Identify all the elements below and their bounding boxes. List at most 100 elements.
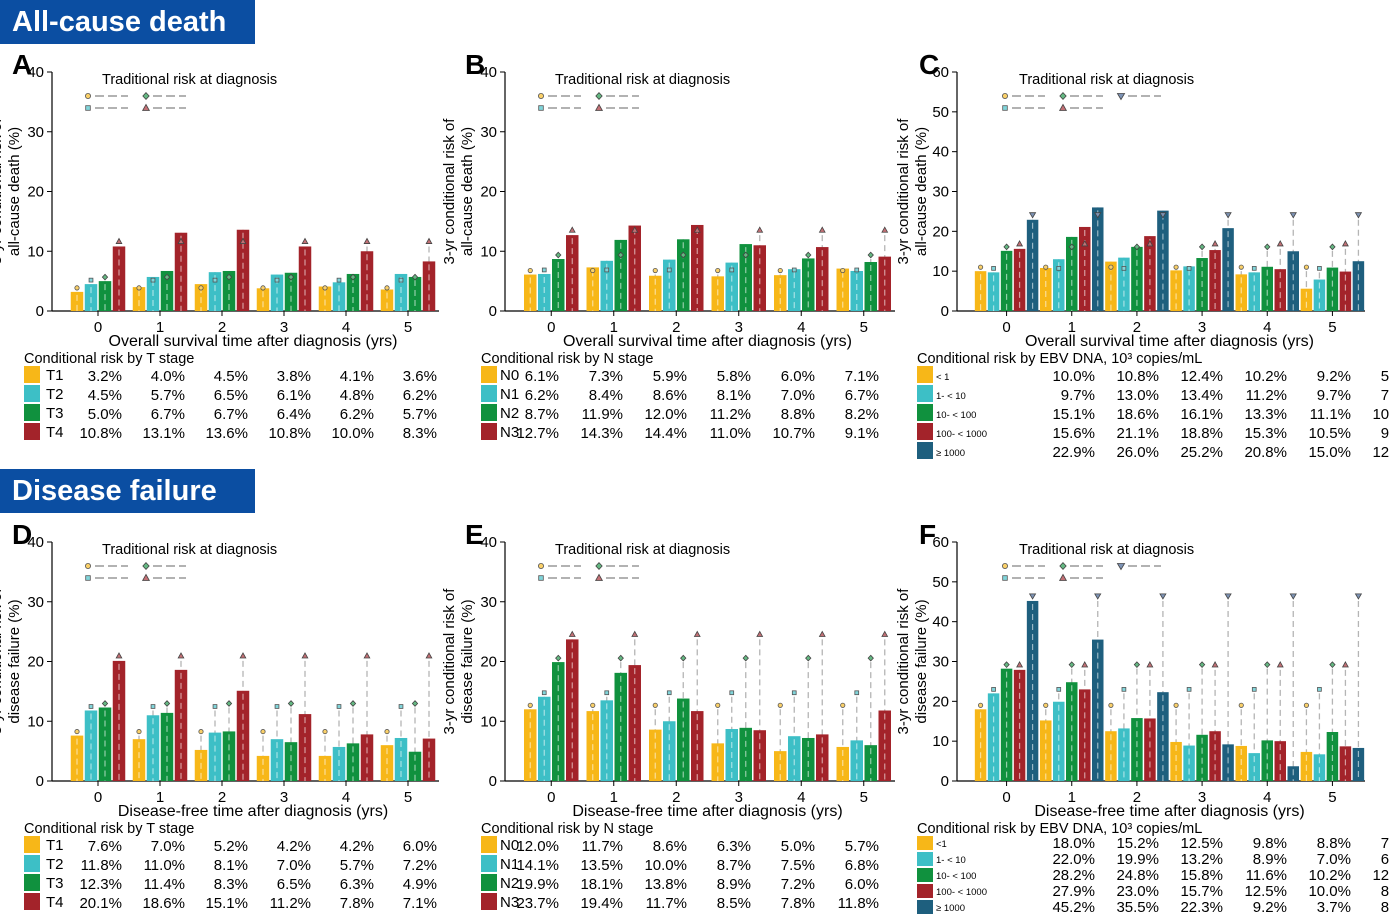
baseline-marker-N3 — [881, 630, 889, 637]
legend-marker-2 — [85, 105, 91, 111]
bar-T1-0 — [70, 291, 84, 311]
y-tick-label: 10 — [27, 243, 44, 260]
baseline-marker-< 1 — [978, 264, 984, 270]
bar-T4-4 — [360, 251, 374, 311]
y-axis-label: 3-yr conditional risk of — [895, 588, 912, 735]
table-cell: 6.3% — [340, 876, 374, 893]
legend-marker-1 — [84, 562, 92, 570]
bar-N1-4 — [788, 269, 801, 311]
table-swatch-3 — [917, 404, 933, 421]
baseline-marker-N2 — [867, 251, 874, 259]
baseline-marker-N2 — [617, 654, 624, 662]
table-cell: 10.7% — [772, 425, 815, 442]
baseline-marker-T1 — [198, 729, 204, 735]
legend-title: Traditional risk at diagnosis — [102, 542, 277, 558]
table-cell: 15.1% — [205, 895, 248, 912]
table-cell: 11.0% — [144, 857, 185, 874]
baseline-marker-1- < 10 — [1056, 266, 1062, 271]
legend-marker-1 — [537, 562, 545, 570]
table-cell: 9.1% — [845, 425, 879, 442]
y-tick-label: 40 — [480, 64, 497, 81]
bar-T1-3 — [256, 755, 270, 781]
panel-letter-C: C — [919, 49, 939, 80]
baseline-marker-T3 — [163, 273, 171, 281]
x-tick-label: 1 — [1068, 789, 1076, 806]
table-cell: 12.5% — [1180, 835, 1223, 852]
table-cell: 6.7% — [151, 406, 185, 423]
baseline-marker-10- < 100 — [1329, 243, 1336, 251]
table-cell: 10.0% — [644, 857, 687, 874]
baseline-marker-100- < 1000 — [1081, 240, 1089, 247]
table-cell: 13.2% — [1180, 851, 1223, 868]
table-cell: 7.9% — [1381, 387, 1389, 404]
bar-N0-1 — [586, 267, 599, 311]
baseline-marker-100- < 1000 — [1016, 661, 1024, 668]
legend-marker-1 — [1001, 92, 1009, 100]
table-cell: 5.0% — [88, 406, 122, 423]
table-cell: 6.7% — [1381, 851, 1389, 868]
table-cell: 35.5% — [1116, 899, 1159, 916]
bar-10- < 100-2 — [1131, 246, 1143, 311]
table-cell: 12.5% — [1244, 883, 1287, 900]
table-row-label: N0 — [500, 837, 519, 854]
y-axis-label: 3-yr conditional risk of — [0, 118, 5, 265]
x-tick-label: 5 — [860, 319, 868, 336]
x-tick-label: 0 — [547, 319, 555, 336]
legend-marker-3 — [595, 92, 603, 100]
bar-T1-0 — [70, 735, 84, 781]
table-swatch-1 — [917, 836, 933, 850]
table-row-label: T2 — [46, 386, 64, 403]
table-cell: 25.2% — [1180, 444, 1223, 461]
table-cell: 15.7% — [1180, 883, 1223, 900]
table-cell: 8.3% — [1381, 899, 1389, 916]
baseline-marker-10- < 100 — [1264, 661, 1271, 669]
y-tick-label: 30 — [480, 124, 497, 141]
bar-N3-3 — [753, 245, 766, 311]
bar-N3-1 — [628, 225, 641, 311]
table-swatch-4 — [481, 893, 497, 910]
baseline-marker-< 1 — [1303, 264, 1309, 270]
legend-marker-4 — [594, 103, 604, 111]
y-axis-label: disease failure (%) — [913, 599, 930, 723]
table-swatch-2 — [917, 385, 933, 402]
y-tick-label: 40 — [932, 144, 949, 161]
legend-marker-2 — [85, 575, 91, 581]
baseline-marker-N2 — [617, 251, 624, 259]
x-tick-label: 3 — [280, 319, 288, 336]
bar-10- < 100-2 — [1131, 718, 1143, 781]
table-cell: 13.3% — [1244, 406, 1287, 423]
baseline-marker-N2 — [867, 654, 874, 662]
bar-≥ 1000-1 — [1092, 207, 1104, 311]
legend-marker-3 — [142, 92, 150, 100]
y-tick-label: 50 — [932, 104, 949, 121]
bar-1- < 10-4 — [1248, 272, 1260, 311]
table-cell: 7.1% — [845, 368, 879, 385]
table-cell: 9.8% — [1253, 835, 1287, 852]
table-swatch-2 — [917, 852, 933, 866]
table-swatch-3 — [481, 404, 497, 421]
table-cell: 15.8% — [1180, 867, 1223, 884]
baseline-marker-N2 — [742, 251, 749, 259]
legend-marker-5 — [1116, 93, 1126, 101]
baseline-marker-T2 — [88, 704, 94, 709]
table-cell: 11.2% — [710, 406, 751, 423]
y-tick-label: 40 — [27, 64, 44, 81]
table-row-label: T4 — [46, 894, 64, 911]
baseline-marker-10- < 100 — [1133, 661, 1141, 669]
bar-100- < 1000-4 — [1274, 269, 1286, 311]
table-cell: 23.7% — [516, 895, 559, 912]
baseline-marker-N2 — [805, 251, 812, 259]
y-tick-label: 30 — [480, 594, 497, 611]
bar-T1-1 — [132, 287, 146, 311]
x-tick-label: 2 — [218, 319, 226, 336]
table-row-label: N3 — [500, 424, 519, 441]
baseline-marker-< 1 — [1173, 264, 1179, 270]
baseline-marker-N0 — [715, 702, 721, 708]
table-cell: 5.8% — [717, 368, 751, 385]
table-row-label: 10- < 100 — [936, 871, 976, 882]
baseline-marker-N0 — [527, 702, 533, 708]
baseline-marker-<1 — [1173, 702, 1179, 708]
y-tick-label: 0 — [36, 303, 44, 320]
table-cell: 8.1% — [214, 857, 248, 874]
